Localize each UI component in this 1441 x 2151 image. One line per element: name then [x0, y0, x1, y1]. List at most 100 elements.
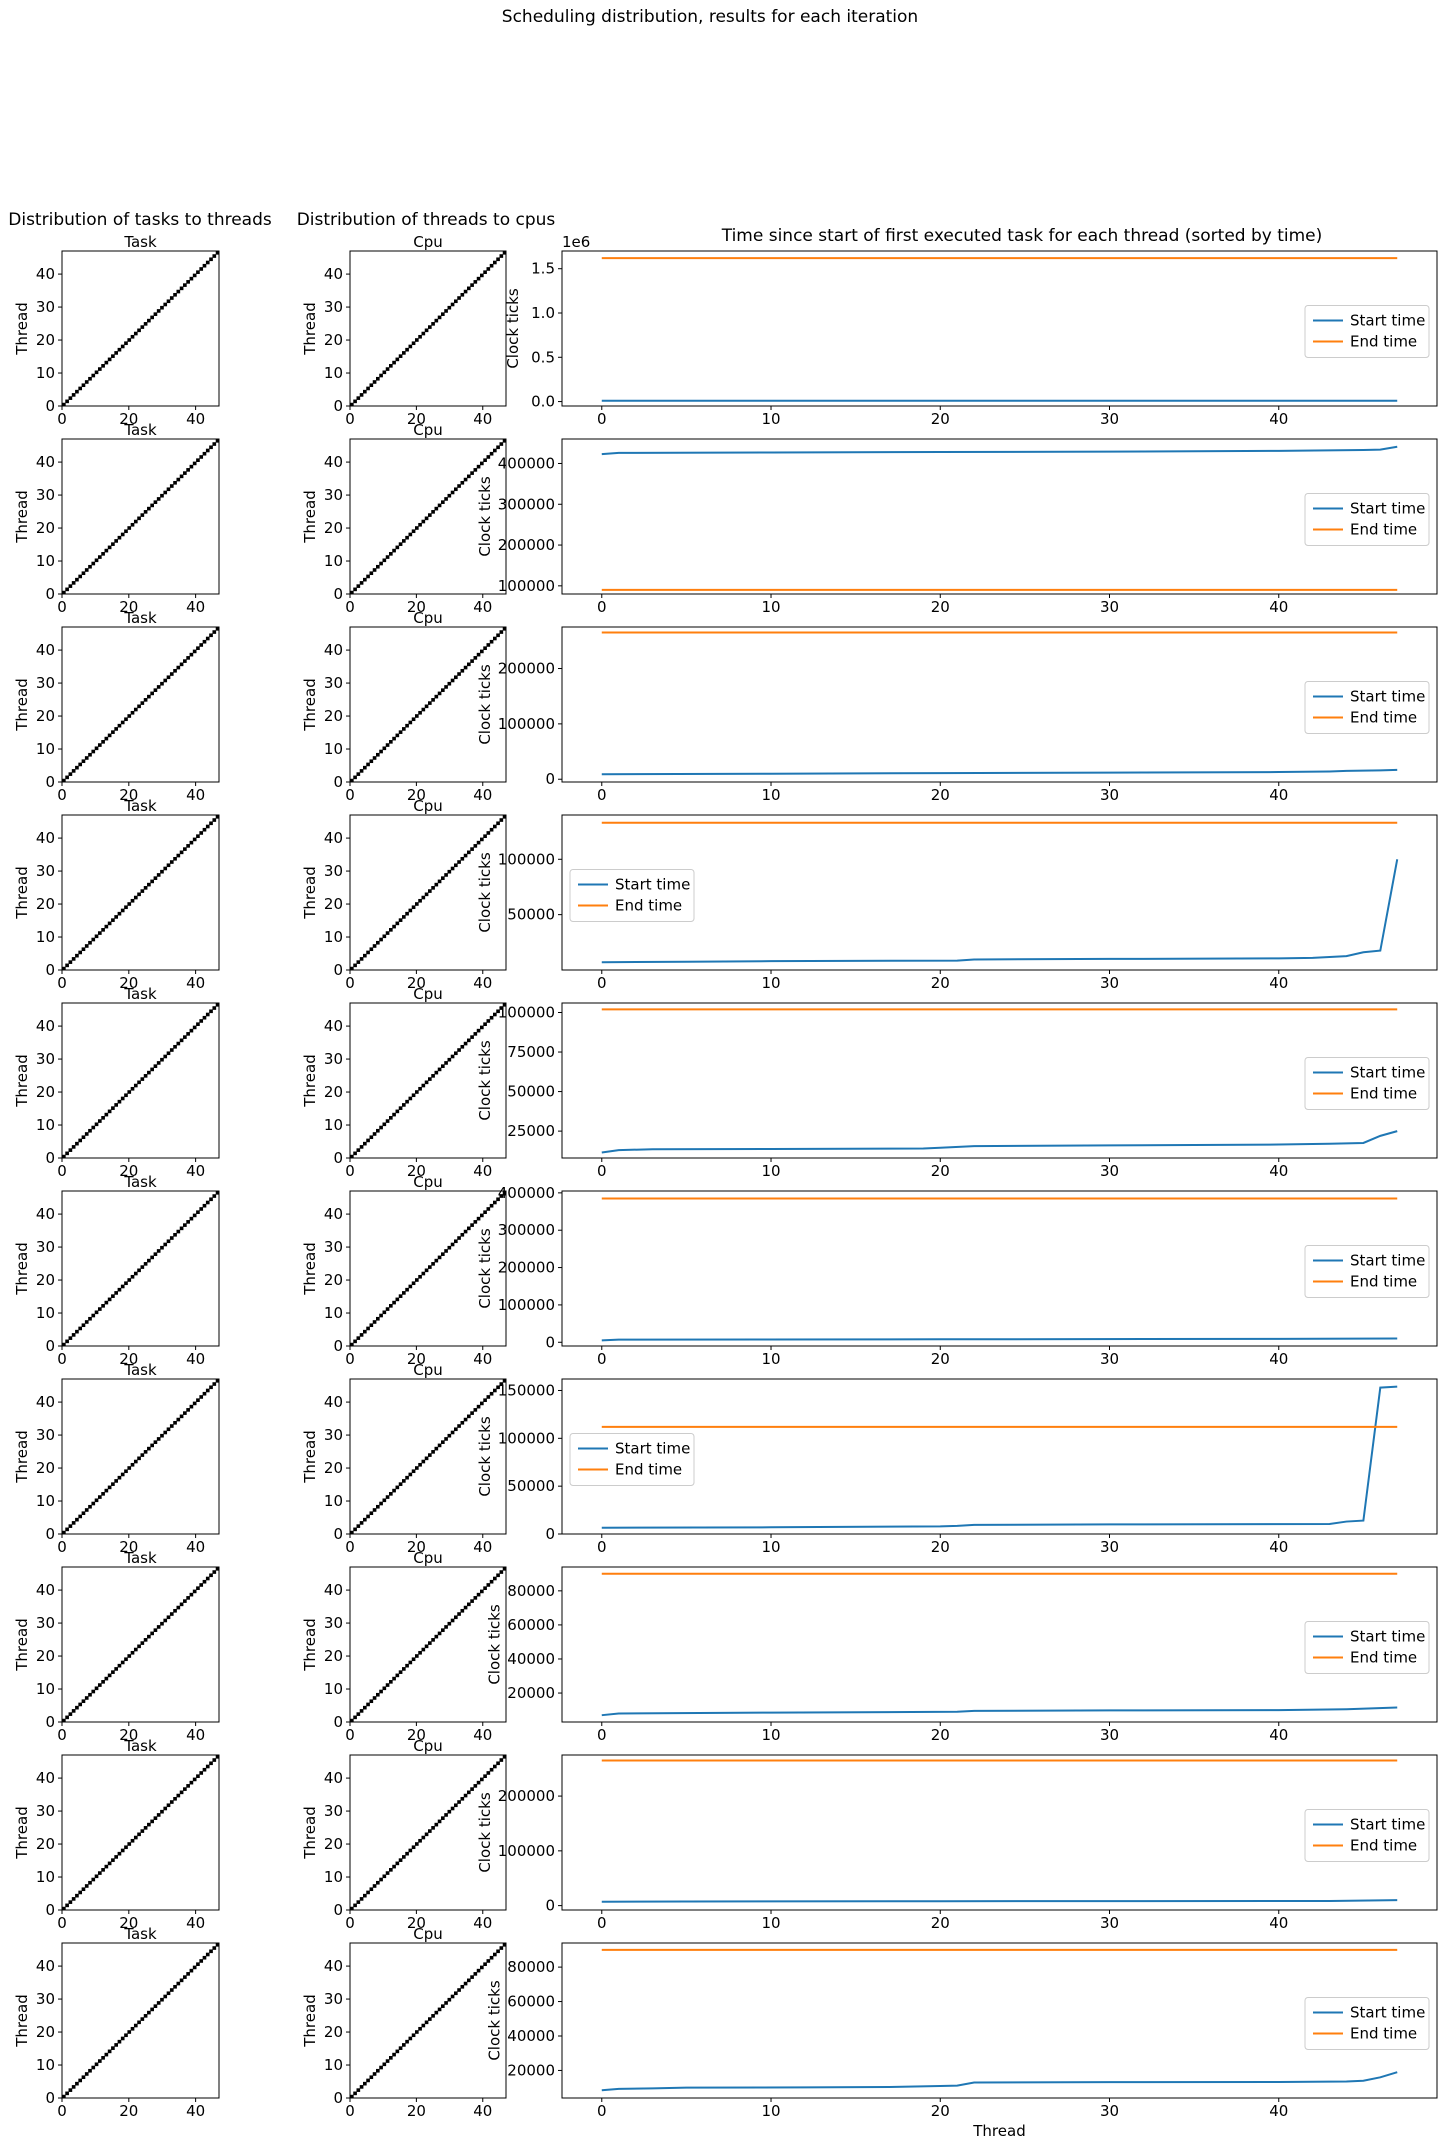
task-row-6-cell [130, 1462, 135, 1467]
cpu-row-1-cell [402, 539, 406, 543]
cpu-row-2-cell [350, 778, 354, 783]
cpu-row-9-cell [376, 2068, 380, 2073]
cpu-row-7-cell [437, 1631, 442, 1636]
cpu-row-5-cell [372, 1320, 377, 1324]
cpu-row-7-cell [359, 1709, 364, 1713]
task-row-3-cell [183, 847, 187, 851]
cpu-row-8-ytick-label: 0 [333, 1901, 343, 1919]
task-row-3-cell [199, 831, 204, 835]
time-row-5-ytick-label: 400000 [498, 1184, 555, 1202]
task-row-3-cell [176, 853, 181, 858]
task-row-4-cell [205, 1012, 210, 1017]
time-row-4-xtick-label: 0 [597, 1162, 607, 1180]
task-row-3-cell [127, 902, 132, 906]
task-row-3-cell [133, 895, 138, 900]
cpu-row-2-cell [447, 681, 452, 686]
task-row-2-cell [156, 685, 161, 689]
cpu-row-1-cell [444, 497, 448, 501]
cpu-row-8-cell [454, 1803, 458, 1808]
task-row-8-cell [147, 1822, 151, 1827]
task-row-5-cell [205, 1200, 210, 1205]
task-row-0-cell [68, 396, 73, 400]
time-row-8-xtick-label: 10 [761, 1914, 780, 1932]
task-row-1-cell [127, 526, 132, 530]
task-row-8-cell [202, 1767, 207, 1772]
task-row-6-cell [78, 1514, 83, 1519]
task-row-9-cell [107, 2049, 112, 2054]
cpu-row-8-cell [366, 1890, 370, 1895]
cpu-row-6-xtick-label: 0 [345, 1538, 355, 1556]
time-row-5-panel: 0 10 20 30 40 0 100000 200000 300000 400000 Clock … [476, 1184, 1438, 1368]
task-row-2-cell [71, 769, 76, 773]
time-row-6-xtick-label: 10 [761, 1538, 780, 1556]
task-row-9-cell [101, 2056, 105, 2060]
task-row-5-cell [173, 1232, 177, 1237]
cpu-row-3-cell [486, 831, 491, 835]
cpu-row-2-cell [376, 752, 380, 757]
task-row-3-ylabel: Thread [13, 866, 31, 919]
cpu-row-7-cell [431, 1638, 435, 1642]
cpu-row-4-cell [366, 1138, 370, 1143]
cpu-row-5-cell [350, 1342, 354, 1347]
cpu-row-2-ytick-label: 40 [324, 641, 343, 659]
cpu-row-3-cell [392, 924, 396, 929]
cpu-row-3-panel: 0 20 40 0 10 20 30 40 Cpu Thread [301, 797, 507, 992]
cpu-row-7-cell [405, 1663, 409, 1668]
task-row-5-cell [97, 1307, 102, 1311]
cpu-row-3-cell [405, 911, 409, 916]
task-row-3-cell [91, 937, 96, 942]
time-row-8-ylabel: Clock ticks [476, 1792, 494, 1873]
task-row-3-cell [78, 950, 83, 955]
task-row-6-cell [156, 1437, 161, 1441]
task-row-4-panel: 0 20 40 0 10 20 30 40 Task Thread [13, 985, 220, 1180]
task-row-9-xtick-label: 40 [186, 2102, 205, 2120]
cpu-row-7-cell [411, 1657, 416, 1662]
legend-end-label: End time [1350, 709, 1417, 727]
time-row-6-ytick-label: 0 [545, 1525, 555, 1543]
cpu-row-4-title: Cpu [413, 985, 443, 1003]
cpu-row-3-ytick-label: 10 [324, 928, 343, 946]
cpu-row-1-cell [441, 500, 445, 504]
task-row-1-cell [130, 522, 135, 527]
cpu-row-1-cell [424, 516, 429, 521]
time-row-7-legend: Start time End time [1304, 1621, 1430, 1674]
task-row-2-cell [111, 730, 115, 734]
task-row-0-cell [117, 347, 122, 352]
task-row-2-cell [81, 759, 86, 764]
cpu-row-5-cell [428, 1265, 432, 1269]
cpu-row-8-cell [418, 1838, 422, 1843]
legend-end-label: End time [1350, 2025, 1417, 2043]
cpu-row-1-cell [454, 487, 458, 492]
task-row-6-cell [150, 1443, 154, 1448]
cpu-row-9-cell [382, 2062, 387, 2067]
cpu-row-6-cell [359, 1521, 364, 1525]
task-row-0-xtick-label: 0 [57, 410, 67, 428]
cpu-row-9-cell [350, 2094, 354, 2099]
task-row-7-cell [140, 1641, 145, 1645]
task-row-9-ytick-label: 30 [36, 1990, 55, 2008]
task-row-8-cell [140, 1829, 145, 1833]
cpu-row-3-cell [353, 963, 357, 968]
task-row-4-cell [62, 1154, 66, 1159]
task-row-6-cell [143, 1450, 148, 1454]
cpu-row-2-cell [389, 740, 393, 744]
task-row-0-cell [209, 257, 213, 262]
cpu-row-0-xtick-label: 20 [407, 410, 426, 428]
task-row-2-ylabel: Thread [13, 678, 31, 731]
time-row-3-xtick-label: 10 [761, 974, 780, 992]
task-row-0-cell [186, 280, 190, 284]
cpu-row-6-xtick-label: 40 [473, 1538, 492, 1556]
cpu-row-5-cell [382, 1310, 387, 1315]
cpu-row-7-cell [379, 1689, 383, 1694]
cpu-row-7-cell [424, 1644, 429, 1649]
task-row-5-cell [189, 1216, 194, 1221]
task-row-8-cell [173, 1796, 177, 1801]
cpu-row-4-xtick-label: 40 [473, 1162, 492, 1180]
task-row-5-cell [68, 1336, 73, 1340]
task-row-7-cell [212, 1570, 217, 1574]
cpu-row-7-cell [447, 1621, 452, 1626]
cpu-row-3-cell [483, 834, 487, 839]
time-row-9-xtick-label: 10 [761, 2102, 780, 2120]
cpu-row-1-cell [369, 571, 374, 576]
time-row-2-xtick-label: 0 [597, 786, 607, 804]
